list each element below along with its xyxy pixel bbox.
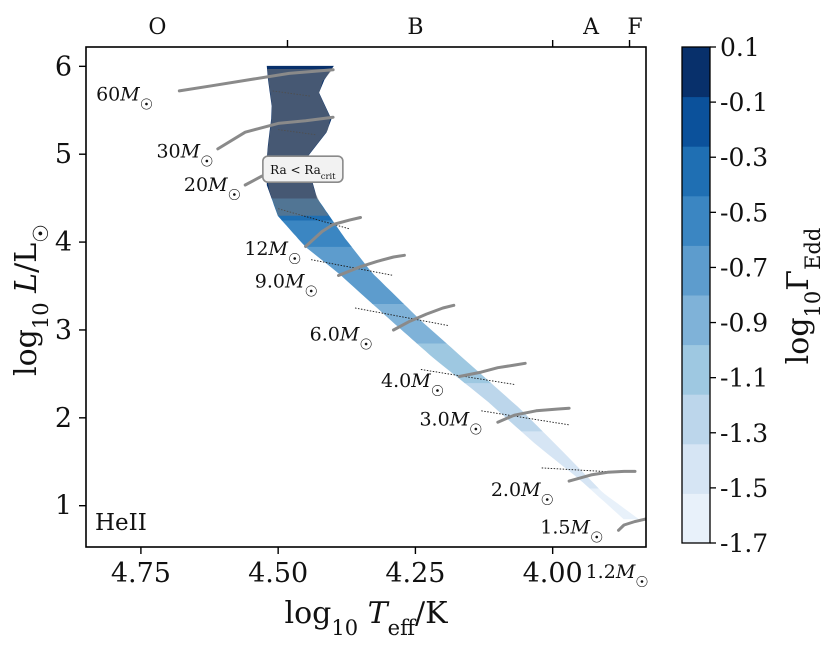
spectral-label: O — [148, 15, 166, 40]
corner-label: HeII — [95, 510, 147, 536]
gamma-band — [588, 487, 640, 520]
track-label: 9.0M☉ — [255, 271, 318, 301]
y-tick-label: 3 — [55, 315, 72, 346]
track-line — [567, 469, 637, 483]
track-label: 12M☉ — [244, 238, 301, 268]
track-label: 20M☉ — [184, 174, 241, 204]
track-label: 30M☉ — [156, 141, 213, 171]
track-label: 2.0M☉ — [491, 479, 554, 509]
colorbar-segment — [682, 47, 710, 98]
track-line — [457, 361, 527, 378]
colorbar: -1.7 -1.5 -1.3 -1.1 -0.9 -0.7 -0.5 -0.3 -0.1 0.1 — [681, 33, 768, 558]
spectral-label: F — [627, 15, 642, 40]
track-line — [337, 253, 406, 277]
gamma-band — [304, 246, 404, 305]
x-tick-label: 4.75 — [111, 558, 171, 589]
annotation-layer: Ra < Racrit — [262, 155, 344, 183]
x-axis: 4.75 4.50 4.25 4.00 — [111, 547, 583, 589]
colorbar-segment — [682, 245, 710, 296]
track-labels: 60M☉30M☉20M☉ 12M☉9.0M☉ 6.0M☉ 4.0M☉ 3.0M☉ 2.0M… — [96, 83, 649, 591]
y-tick-label: 1 — [55, 491, 72, 522]
track-line — [177, 68, 335, 93]
colorbar-segment — [682, 96, 710, 147]
track-label: 1.5M☉ — [540, 517, 603, 547]
track-line — [496, 406, 571, 424]
colorbar-segment — [682, 443, 710, 494]
colorbar-tick-label: -0.7 — [720, 253, 768, 282]
track-label: 60M☉ — [96, 83, 153, 113]
annotation-box — [262, 155, 344, 183]
colorbar-tick-label: -1.5 — [720, 474, 768, 503]
evolutionary-tracks — [177, 68, 646, 532]
colorbar-tick-label: -0.5 — [720, 198, 768, 227]
colorbar-title: log10ΓEdd — [781, 228, 825, 365]
track-line — [392, 303, 456, 332]
y-tick-label: 6 — [55, 51, 72, 82]
track-line — [304, 216, 362, 248]
colorbar-tick-label: -1.7 — [720, 529, 768, 558]
plot-area — [177, 65, 646, 532]
y-tick-label: 4 — [55, 227, 72, 258]
colorbar-tick-label: 0.1 — [720, 33, 760, 62]
x-tick-label: 4.25 — [385, 558, 445, 589]
colorbar-tick-label: -0.1 — [720, 88, 768, 117]
y-tick-label: 2 — [55, 403, 72, 434]
contour-line — [311, 259, 394, 276]
convective-overlay — [267, 68, 334, 216]
spectral-label: B — [407, 15, 423, 40]
y-axis: 1 2 3 4 5 6 — [55, 51, 86, 522]
x-tick-label: 4.00 — [523, 558, 583, 589]
spectral-label: A — [582, 15, 600, 40]
track-label: 4.0M☉ — [381, 370, 444, 400]
colorbar-segment — [682, 493, 710, 544]
gamma-band — [281, 219, 352, 247]
plot-frame — [85, 46, 647, 548]
colorbar-segment — [682, 344, 710, 395]
colorbar-tick-label: -0.9 — [720, 309, 768, 338]
y-tick-label: 5 — [55, 139, 72, 170]
track-line — [216, 115, 335, 151]
track-line — [617, 516, 646, 532]
colorbar-segment — [682, 295, 710, 346]
colorbar-segment — [682, 146, 710, 197]
colorbar-segment — [682, 195, 710, 246]
y-axis-title: log10 L/L☉ — [9, 224, 53, 376]
colorbar-segment — [682, 394, 710, 445]
annotation-text: Ra < Racrit — [270, 163, 336, 181]
colorbar-frame — [681, 46, 711, 544]
contour-line — [354, 307, 449, 327]
colorbar-tick-label: -1.1 — [720, 364, 768, 393]
track-label: 1.2M☉ — [586, 561, 649, 591]
convective-shade — [267, 68, 334, 216]
track-label: 6.0M☉ — [310, 323, 373, 353]
colorbar-tick-label: -1.3 — [720, 419, 768, 448]
contour-line — [420, 369, 515, 385]
colorbar-tick-label: -0.3 — [720, 143, 768, 172]
track-label: 3.0M☉ — [419, 409, 482, 439]
x-axis-title: log10 Teff/K — [284, 596, 448, 640]
x-tick-label: 4.50 — [248, 558, 308, 589]
